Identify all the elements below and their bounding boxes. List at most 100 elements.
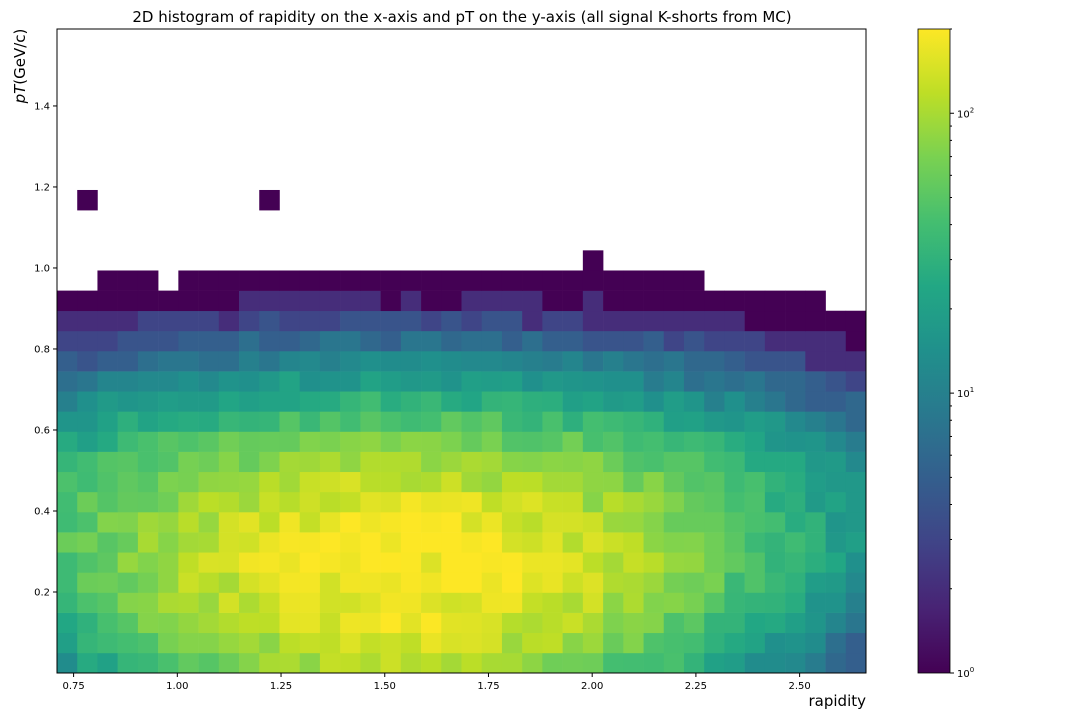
heatmap-cell <box>764 572 786 593</box>
heatmap-cell <box>785 290 806 312</box>
heatmap-cell <box>522 310 543 332</box>
heatmap-cell <box>421 451 442 473</box>
heatmap-cell <box>279 471 300 493</box>
y-axis-label: pT(GeV/c) <box>11 29 29 105</box>
heatmap-cell <box>683 431 705 452</box>
heatmap-cell <box>825 350 847 372</box>
heatmap-cell <box>158 572 179 593</box>
heatmap-cell <box>542 632 563 654</box>
heatmap-cell <box>441 552 462 573</box>
heatmap-cell <box>360 552 381 573</box>
heatmap-cell <box>603 491 624 513</box>
heatmap-cell <box>279 411 300 432</box>
heatmap-cell <box>542 371 563 392</box>
heatmap-cell <box>603 290 624 312</box>
heatmap-cell <box>77 391 98 412</box>
heatmap-cell <box>683 632 705 654</box>
heatmap-cell <box>623 632 644 654</box>
heatmap-cell <box>117 511 139 533</box>
heatmap-cell <box>764 532 786 553</box>
heatmap-cell <box>461 592 483 613</box>
heatmap-cell <box>57 350 78 372</box>
heatmap-cell <box>825 330 847 352</box>
heatmap-cell <box>97 371 118 392</box>
heatmap-cell <box>441 451 462 473</box>
heatmap-cell <box>178 330 199 352</box>
heatmap-cell <box>562 330 584 352</box>
heatmap-cell <box>340 532 361 553</box>
heatmap-cell <box>704 350 725 372</box>
heatmap-cell <box>461 511 483 533</box>
heatmap-cell <box>259 632 280 654</box>
heatmap-cell <box>279 330 300 352</box>
heatmap-cell <box>57 330 78 352</box>
heatmap-cell <box>845 451 867 473</box>
heatmap-cell <box>805 431 826 452</box>
heatmap-cell <box>724 451 745 473</box>
heatmap-cell <box>481 652 503 674</box>
heatmap-cell <box>764 471 786 493</box>
heatmap-cell <box>400 612 422 634</box>
heatmap-cell <box>805 310 826 332</box>
heatmap-cell <box>77 310 98 332</box>
heatmap-cell <box>603 652 624 674</box>
heatmap-cell <box>643 391 665 412</box>
heatmap-cell <box>542 330 563 352</box>
heatmap-cell <box>178 592 199 613</box>
heatmap-cell <box>582 491 604 513</box>
heatmap-cell <box>239 592 260 613</box>
heatmap-cell <box>845 652 867 674</box>
heatmap-cell <box>137 391 159 412</box>
heatmap-cell <box>441 652 462 674</box>
heatmap-cell <box>764 330 786 352</box>
heatmap-cell <box>57 451 78 473</box>
heatmap-cell <box>117 310 139 332</box>
heatmap-cell <box>785 431 806 452</box>
heatmap-cell <box>421 431 442 452</box>
heatmap-cell <box>603 310 624 332</box>
heatmap-cell <box>97 451 118 473</box>
heatmap-cell <box>481 612 503 634</box>
heatmap-cell <box>158 511 179 533</box>
heatmap-cell <box>481 330 503 352</box>
heatmap-cell <box>441 632 462 654</box>
heatmap-cell <box>623 532 644 553</box>
heatmap-cell <box>97 552 118 573</box>
heatmap-cell <box>259 371 280 392</box>
heatmap-cell <box>623 391 644 412</box>
heatmap-cell <box>259 310 280 332</box>
heatmap-cell <box>279 532 300 553</box>
heatmap-cell <box>239 491 260 513</box>
heatmap-cell <box>218 552 240 573</box>
x-tick-label: 2.00 <box>581 681 603 692</box>
heatmap-cell <box>501 411 523 432</box>
heatmap-cell <box>299 371 321 392</box>
heatmap-cell <box>117 532 139 553</box>
heatmap-cell <box>137 491 159 513</box>
heatmap-cell <box>77 572 98 593</box>
heatmap-cell <box>603 471 624 493</box>
heatmap-cell <box>603 411 624 432</box>
heatmap-cell <box>623 350 644 372</box>
x-tick-label: 0.75 <box>62 681 84 692</box>
heatmap-cell <box>744 431 766 452</box>
heatmap-cell <box>400 391 422 412</box>
heatmap-cell <box>805 371 826 392</box>
heatmap-cell <box>764 511 786 533</box>
heatmap-cell <box>501 371 523 392</box>
heatmap-cell <box>724 310 745 332</box>
heatmap-cell <box>825 652 847 674</box>
heatmap-cell <box>77 552 98 573</box>
heatmap-cell <box>825 632 847 654</box>
heatmap-cell <box>461 290 483 312</box>
heatmap-cell <box>137 451 159 473</box>
heatmap-cell <box>744 371 766 392</box>
heatmap-cell <box>319 310 341 332</box>
heatmap-cell <box>643 532 665 553</box>
heatmap-cell <box>360 491 381 513</box>
heatmap-cell <box>319 552 341 573</box>
heatmap-cell <box>218 612 240 634</box>
heatmap-cell <box>764 491 786 513</box>
heatmap-cell <box>400 532 422 553</box>
heatmap-cell <box>421 330 442 352</box>
